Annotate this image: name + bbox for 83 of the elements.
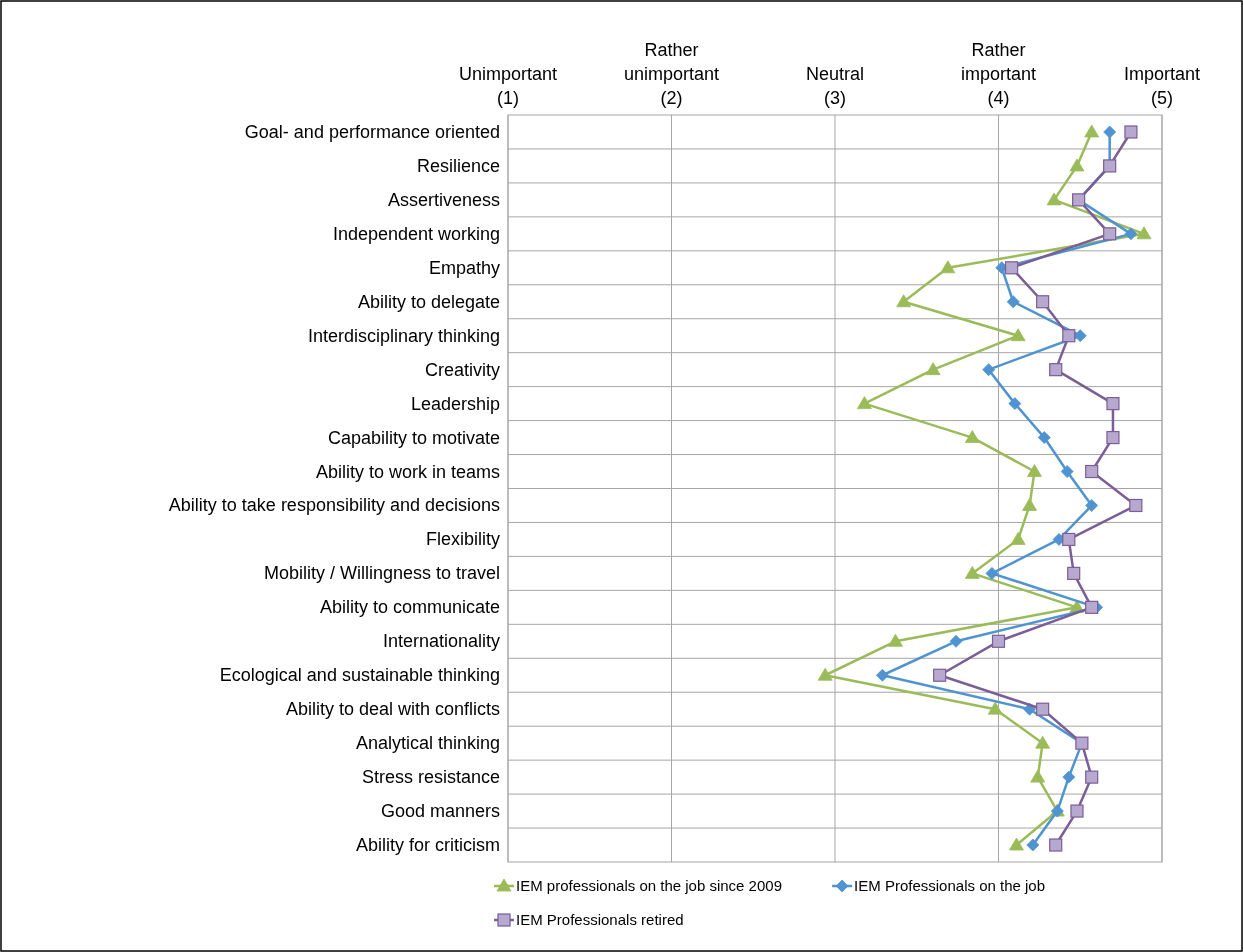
y-tick-label: Mobility / Willingness to travel: [263, 563, 500, 584]
point: [1010, 532, 1026, 545]
point: [1084, 124, 1100, 138]
point: [896, 294, 912, 308]
point: [987, 701, 1003, 715]
point: [1106, 397, 1120, 411]
point: [1027, 464, 1042, 477]
point: [1026, 838, 1040, 852]
point: [1124, 125, 1138, 139]
point: [1009, 837, 1024, 851]
legend-label: IEM professionals on the job since 2009: [516, 877, 782, 894]
y-tick-label: Resilience: [416, 155, 500, 176]
x-tick-label: Rather unimportant (2): [623, 40, 720, 108]
point: [1073, 329, 1087, 343]
point: [1085, 499, 1099, 512]
y-tick-label: Assertiveness: [387, 189, 500, 210]
y-tick-label: Good manners: [380, 801, 500, 822]
point: [817, 667, 833, 681]
y-tick-label: Creativity: [424, 359, 500, 380]
point: [1036, 295, 1050, 309]
y-tick-label: Ability to deal with conflicts: [285, 699, 500, 720]
point: [1067, 566, 1081, 580]
y-tick-label: Analytical thinking: [355, 733, 500, 754]
point: [1022, 498, 1037, 511]
y-tick-label: Interdisciplinary thinking: [307, 325, 500, 346]
point: [1085, 770, 1099, 784]
point: [1008, 397, 1022, 411]
point: [964, 430, 980, 443]
point: [1103, 227, 1117, 241]
x-tick-label: Unimportant (1): [458, 64, 558, 108]
x-tick-label: Neutral (3): [805, 64, 865, 108]
y-tick-label: Ability to work in teams: [315, 461, 500, 482]
y-tick-label: Goal- and performance oriented: [244, 121, 500, 142]
point: [1010, 328, 1026, 342]
point: [940, 260, 956, 274]
point: [949, 634, 963, 648]
x-tick-label: Rather important (4): [960, 40, 1037, 108]
point: [964, 565, 980, 579]
point: [1085, 464, 1099, 479]
y-tick-label: Internationality: [382, 631, 500, 652]
point: [1106, 430, 1120, 445]
point: [1006, 295, 1020, 309]
point: [925, 362, 941, 376]
point: [1124, 227, 1138, 241]
point: [876, 668, 889, 682]
point: [1070, 804, 1084, 818]
y-tick-label: Independent working: [332, 223, 500, 244]
y-tick-label: Ecological and sustainable thinking: [219, 665, 500, 686]
y-tick-label: Ability for criticism: [355, 835, 500, 856]
y-tick-label: Ability to take responsibility and decisions: [168, 495, 500, 516]
point: [1037, 431, 1051, 444]
y-tick-label: Stress resistance: [361, 767, 500, 788]
point: [888, 633, 903, 647]
point: [1062, 329, 1076, 343]
y-tick-label: Capability to motivate: [327, 427, 500, 448]
point: [1069, 158, 1085, 172]
point: [1049, 838, 1063, 852]
point: [982, 363, 996, 377]
y-tick-label: Empathy: [428, 257, 500, 278]
point: [1062, 532, 1076, 547]
point: [1129, 498, 1143, 513]
legend-label: IEM Professionals retired: [516, 911, 684, 928]
point: [1060, 465, 1074, 478]
point: [857, 396, 872, 410]
point: [1085, 600, 1099, 614]
point: [1036, 702, 1050, 716]
y-tick-label: Flexibility: [425, 529, 500, 550]
point: [933, 668, 947, 682]
point: [985, 566, 999, 580]
legend-label: IEM Professionals on the job: [854, 877, 1046, 894]
point: [1062, 770, 1076, 784]
y-tick-label: Leadership: [410, 393, 500, 414]
point: [1030, 769, 1046, 783]
point: [1035, 735, 1051, 749]
point: [1046, 192, 1062, 206]
point: [1103, 125, 1117, 139]
point: [1136, 226, 1152, 240]
x-tick-label: Important (5): [1123, 64, 1201, 108]
y-tick-label: Ability to communicate: [319, 597, 500, 618]
y-tick-label: Ability to delegate: [357, 291, 500, 312]
point: [991, 634, 1006, 648]
point: [1004, 261, 1019, 275]
point: [1049, 363, 1063, 377]
